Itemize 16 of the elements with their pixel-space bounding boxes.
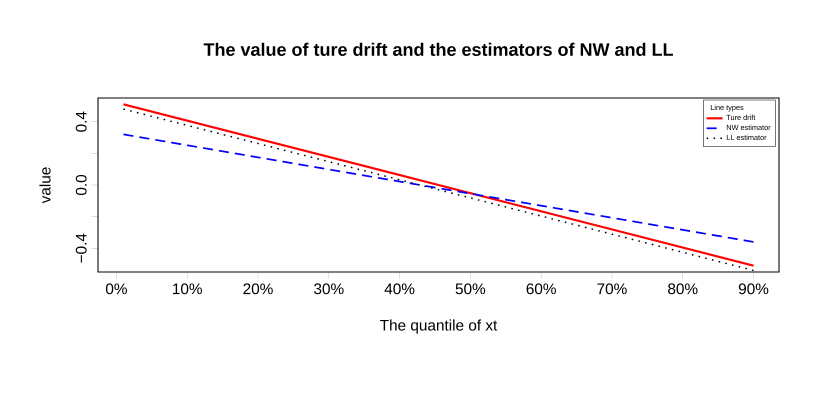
x-tick-label: 60% xyxy=(526,283,556,294)
x-tick-label: 10% xyxy=(173,283,202,294)
x-tick-label: 80% xyxy=(668,283,698,294)
y-axis-title: value xyxy=(39,167,51,204)
x-tick-label: 40% xyxy=(384,283,414,294)
chart-title: The value of ture drift and the estimators of NW and LL xyxy=(204,42,673,56)
x-axis-title: The quantile of xt xyxy=(380,319,498,334)
x-tick-label: 70% xyxy=(597,283,627,294)
y-tick-label: 0.0 xyxy=(76,174,87,196)
x-tick-label: 0% xyxy=(106,283,127,294)
y-tick-label: 0.4 xyxy=(76,112,87,132)
x-tick-label: 90% xyxy=(738,283,768,294)
x-tick-label: 30% xyxy=(314,283,344,294)
y-tick-label: −0.4 xyxy=(76,234,87,263)
x-tick-label: 20% xyxy=(243,283,273,294)
x-tick-label: 50% xyxy=(456,283,486,294)
